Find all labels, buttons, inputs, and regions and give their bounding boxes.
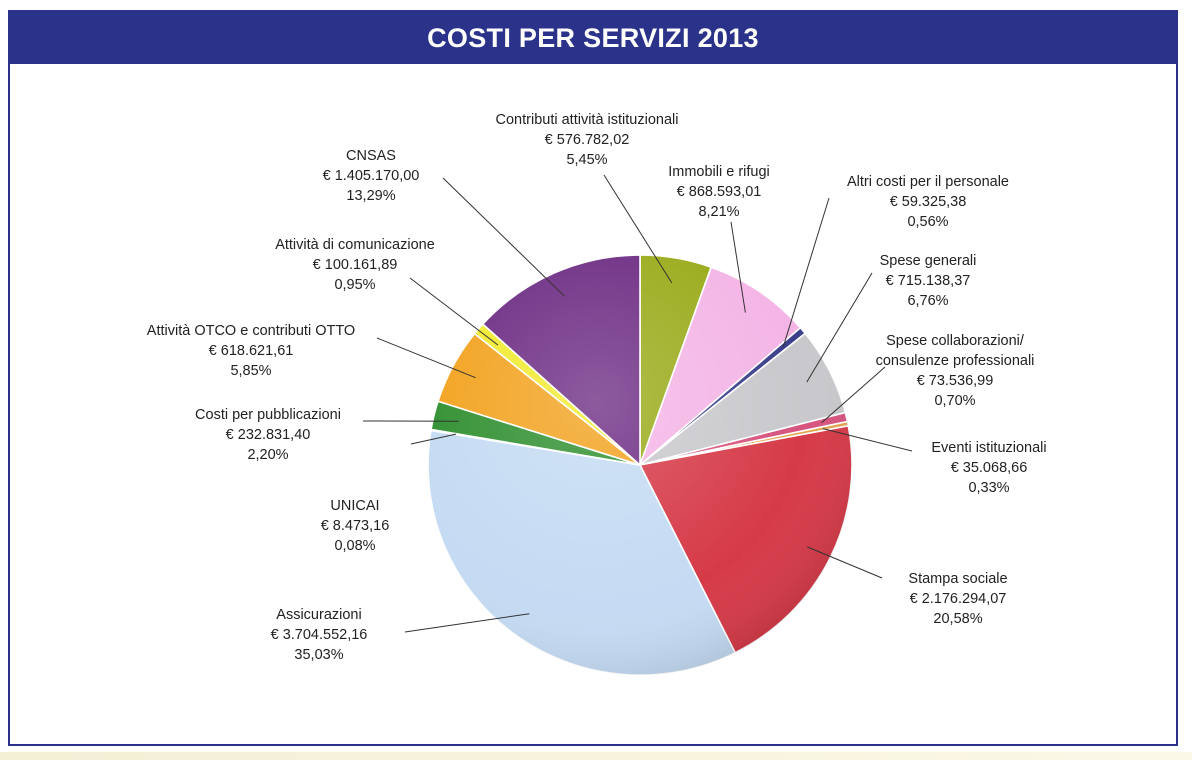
leader-line-immobili-e-rifugi [730,221,746,313]
slice-label-cont-spese-collaborazioni-consulenze-professionali: consulenze professionali [876,353,1035,369]
pie-slices [427,254,853,676]
slice-value-spese-collaborazioni-consulenze-professionali: € 73.536,99 [917,373,994,389]
slice-label-assicurazioni: Assicurazioni [276,607,361,623]
leader-lines [362,174,913,633]
slice-label-contributi-attivita-istituzionali: Contributi attività istituzionali [496,112,679,128]
leader-line-attivita-otco-e-contributi-otto [376,337,476,379]
slice-label-attivita-otco-e-contributi-otto: Attività OTCO e contributi OTTO [147,323,355,339]
slice-label-spese-generali: Spese generali [880,253,977,269]
slice-value-spese-generali: € 715.138,37 [886,273,971,289]
slice-percent-immobili-e-rifugi: 8,21% [698,204,739,220]
slice-label-attivita-di-comunicazione: Attività di comunicazione [275,237,435,253]
slice-value-costi-per-pubblicazioni: € 232.831,40 [226,427,311,443]
leader-line-contributi-attivita-istituzionali [603,174,673,284]
slice-value-stampa-sociale: € 2.176.294,07 [910,591,1007,607]
slice-value-eventi-istituzionali: € 35.068,66 [951,460,1028,476]
leader-line-assicurazioni [404,613,530,633]
slice-value-unicai: € 8.473,16 [321,518,390,534]
slice-percent-altri-costi-per-il-personale: 0,56% [907,214,948,230]
slice-value-attivita-otco-e-contributi-otto: € 618.621,61 [209,343,294,359]
leader-line-altri-costi-per-il-personale [782,197,830,347]
slice-label-altri-costi-per-il-personale: Altri costi per il personale [847,174,1009,190]
slice-percent-costi-per-pubblicazioni: 2,20% [247,447,288,463]
leader-line-spese-generali [806,272,873,383]
slice-percent-spese-collaborazioni-consulenze-professionali: 0,70% [934,393,975,409]
leader-line-unicai [410,433,457,445]
slice-value-altri-costi-per-il-personale: € 59.325,38 [890,194,967,210]
slice-percent-attivita-otco-e-contributi-otto: 5,85% [230,363,271,379]
leader-line-spese-collaborazioni-consulenze-professionali [821,366,886,424]
slice-label-cnsas: CNSAS [346,148,396,164]
slice-percent-assicurazioni: 35,03% [294,647,343,663]
leader-line-attivita-di-comunicazione [409,277,499,346]
slice-labels: Contributi attività istituzionali € 576.7… [147,112,1047,663]
leader-line-eventi-istituzionali [822,428,913,452]
slice-percent-spese-generali: 6,76% [907,293,948,309]
slice-value-contributi-attivita-istituzionali: € 576.782,02 [545,132,630,148]
slice-percent-eventi-istituzionali: 0,33% [968,480,1009,496]
leader-line-cnsas [442,177,565,297]
slice-label-stampa-sociale: Stampa sociale [908,571,1007,587]
bottom-strip [0,752,1192,760]
leader-line-stampa-sociale [807,546,883,579]
slice-percent-stampa-sociale: 20,58% [933,611,982,627]
slice-label-eventi-istituzionali: Eventi istituzionali [931,440,1046,456]
slice-label-spese-collaborazioni-consulenze-professionali: Spese collaborazioni/ [886,333,1025,349]
slice-label-unicai: UNICAI [330,498,379,514]
slice-value-cnsas: € 1.405.170,00 [323,168,420,184]
slice-label-costi-per-pubblicazioni: Costi per pubblicazioni [195,407,341,423]
slice-label-immobili-e-rifugi: Immobili e rifugi [668,164,770,180]
slice-percent-contributi-attivita-istituzionali: 5,45% [566,152,607,168]
slice-value-attivita-di-comunicazione: € 100.161,89 [313,257,398,273]
chart-title: COSTI PER SERVIZI 2013 [427,22,759,53]
slice-percent-attivita-di-comunicazione: 0,95% [334,277,375,293]
slice-percent-cnsas: 13,29% [346,188,395,204]
title-bar: COSTI PER SERVIZI 2013 [10,12,1176,64]
slice-value-assicurazioni: € 3.704.552,16 [271,627,368,643]
slice-percent-unicai: 0,08% [334,538,375,554]
slice-value-immobili-e-rifugi: € 868.593,01 [677,184,762,200]
